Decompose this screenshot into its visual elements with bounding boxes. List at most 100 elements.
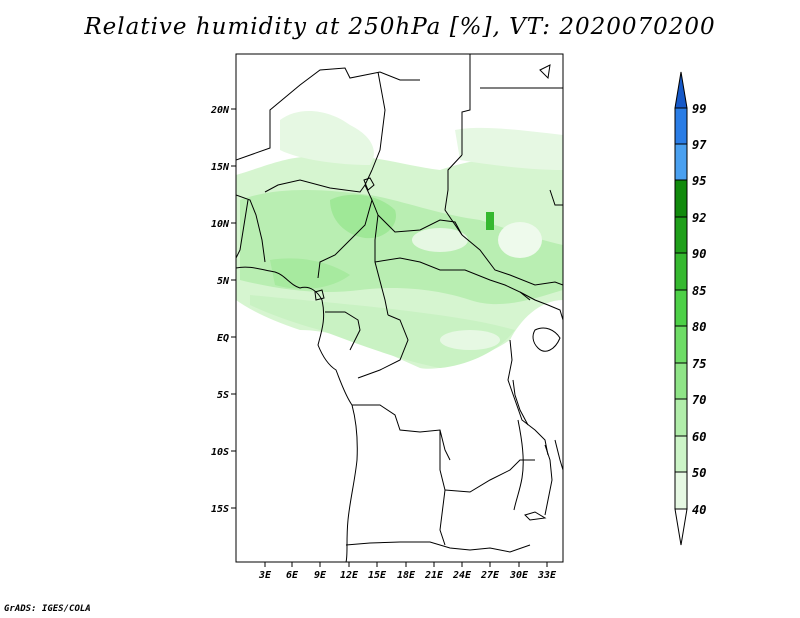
lat-tick: 15S	[211, 504, 236, 515]
humidity-gap-3	[440, 330, 500, 350]
lat-label: 5S	[217, 390, 229, 401]
lon-tick: 21E	[424, 562, 444, 581]
humidity-region-north	[280, 110, 374, 165]
lon-label: 18E	[397, 570, 416, 581]
border-southern	[345, 541, 531, 553]
lon-tick: 18E	[397, 562, 416, 581]
lon-tick: 24E	[452, 562, 472, 581]
lat-tick: 15N	[211, 162, 236, 173]
colorbar-top-arrow	[674, 71, 688, 109]
colorbar-label: 97	[692, 138, 707, 152]
border-cameroon-car	[374, 214, 389, 316]
lat-axis: 20N 15N 10N 5N EQ 5S 10S 15S	[210, 105, 236, 515]
colorbar-label: 92	[692, 211, 706, 225]
colorbar-segment	[674, 325, 688, 364]
lon-tick: 27E	[480, 562, 500, 581]
colorbar-segment	[674, 362, 688, 400]
colorbar-label: 70	[692, 393, 706, 407]
border-sudan-chad	[444, 154, 463, 236]
lat-tick: EQ	[217, 333, 236, 344]
lon-label: 33E	[537, 570, 557, 581]
lon-label: 24E	[452, 570, 472, 581]
map-frame	[235, 53, 564, 563]
lon-tick: 30E	[509, 562, 529, 581]
border-sudan-ss	[461, 234, 563, 286]
lon-label: 9E	[314, 570, 327, 581]
lon-label: 12E	[340, 570, 359, 581]
lon-label: 30E	[509, 570, 529, 581]
lon-label: 3E	[258, 570, 272, 581]
colorbar-label: 95	[692, 174, 706, 188]
lon-label: 15E	[368, 570, 387, 581]
border-south-lakes	[524, 511, 547, 521]
lon-label: 27E	[480, 570, 500, 581]
colorbar-bottom-arrow	[674, 508, 688, 546]
colorbar-segment	[674, 398, 688, 437]
border-east-rift	[554, 439, 563, 471]
border-congo-drc	[357, 314, 409, 379]
colorbar-label: 99	[692, 102, 706, 116]
colorbar-segment	[674, 289, 688, 327]
lat-label: 10N	[211, 219, 230, 230]
colorbar-label: 40	[692, 503, 706, 517]
colorbar-label: 50	[692, 466, 706, 480]
lon-tick: 6E	[286, 562, 299, 581]
lat-tick: 5S	[217, 390, 236, 401]
border-west-edge	[236, 194, 266, 263]
lon-tick: 15E	[368, 562, 387, 581]
border-sudan-ethiopia	[549, 189, 563, 206]
humidity-peak	[486, 212, 494, 230]
lon-tick: 9E	[314, 562, 327, 581]
lat-label: 5N	[217, 276, 230, 287]
colorbar-label: 60	[692, 430, 706, 444]
lat-tick: 10N	[211, 219, 236, 230]
colorbar-label: 75	[692, 357, 706, 371]
border-congo-gabon	[325, 311, 361, 351]
border-gulf-guinea-islands	[314, 289, 325, 301]
colorbar	[674, 71, 688, 546]
border-malawi	[544, 444, 553, 516]
humidity-region-core2	[270, 258, 350, 289]
colorbar-segment	[674, 143, 688, 181]
humidity-gap-1	[412, 228, 468, 252]
border-horn-ne	[539, 64, 551, 80]
border-lake-tanganyika	[513, 419, 524, 511]
colorbar-segment	[674, 179, 688, 218]
border-nile-strip	[512, 379, 529, 426]
colorbar-segment	[674, 252, 688, 291]
colorbar-label: 90	[692, 247, 706, 261]
lat-tick: 5N	[217, 276, 236, 287]
humidity-region-core	[330, 194, 396, 239]
lon-tick: 12E	[340, 562, 359, 581]
lon-tick: 3E	[258, 562, 272, 581]
border-west-edge2	[236, 199, 249, 259]
border-drc-angola	[352, 404, 451, 461]
border-libya-chad	[371, 71, 386, 171]
humidity-gap-2	[498, 222, 542, 258]
border-zambia-north	[444, 459, 535, 493]
colorbar-labels: 99 97 95 92 90 85 80 75 70 60 50 40	[692, 102, 707, 517]
lat-tick: 10S	[211, 447, 236, 458]
coastlines-borders	[236, 54, 563, 562]
border-car-south	[374, 257, 531, 301]
lat-label: 15N	[211, 162, 230, 173]
colorbar-segment	[674, 471, 688, 510]
border-lake-chad	[363, 177, 375, 191]
lon-label: 6E	[286, 570, 299, 581]
lat-label: EQ	[217, 333, 229, 344]
humidity-region-south	[250, 295, 515, 368]
border-uganda	[519, 291, 563, 321]
west-coast	[236, 266, 358, 562]
lon-label: 21E	[424, 570, 444, 581]
lon-tick: 33E	[537, 562, 557, 581]
lon-axis: 3E 6E 9E 12E 15E 18E 21E 24E 27E 30E 33E	[258, 562, 557, 581]
colorbar-segment	[674, 107, 688, 145]
humidity-field	[236, 110, 563, 369]
lat-label: 20N	[210, 105, 230, 116]
grads-credit: GrADS: IGES/COLA	[4, 604, 91, 614]
chart-title: Relative humidity at 250hPa [%], VT: 202…	[84, 14, 716, 40]
lat-tick: 20N	[210, 105, 236, 116]
border-drc-east	[507, 339, 549, 456]
colorbar-segment	[674, 435, 688, 473]
